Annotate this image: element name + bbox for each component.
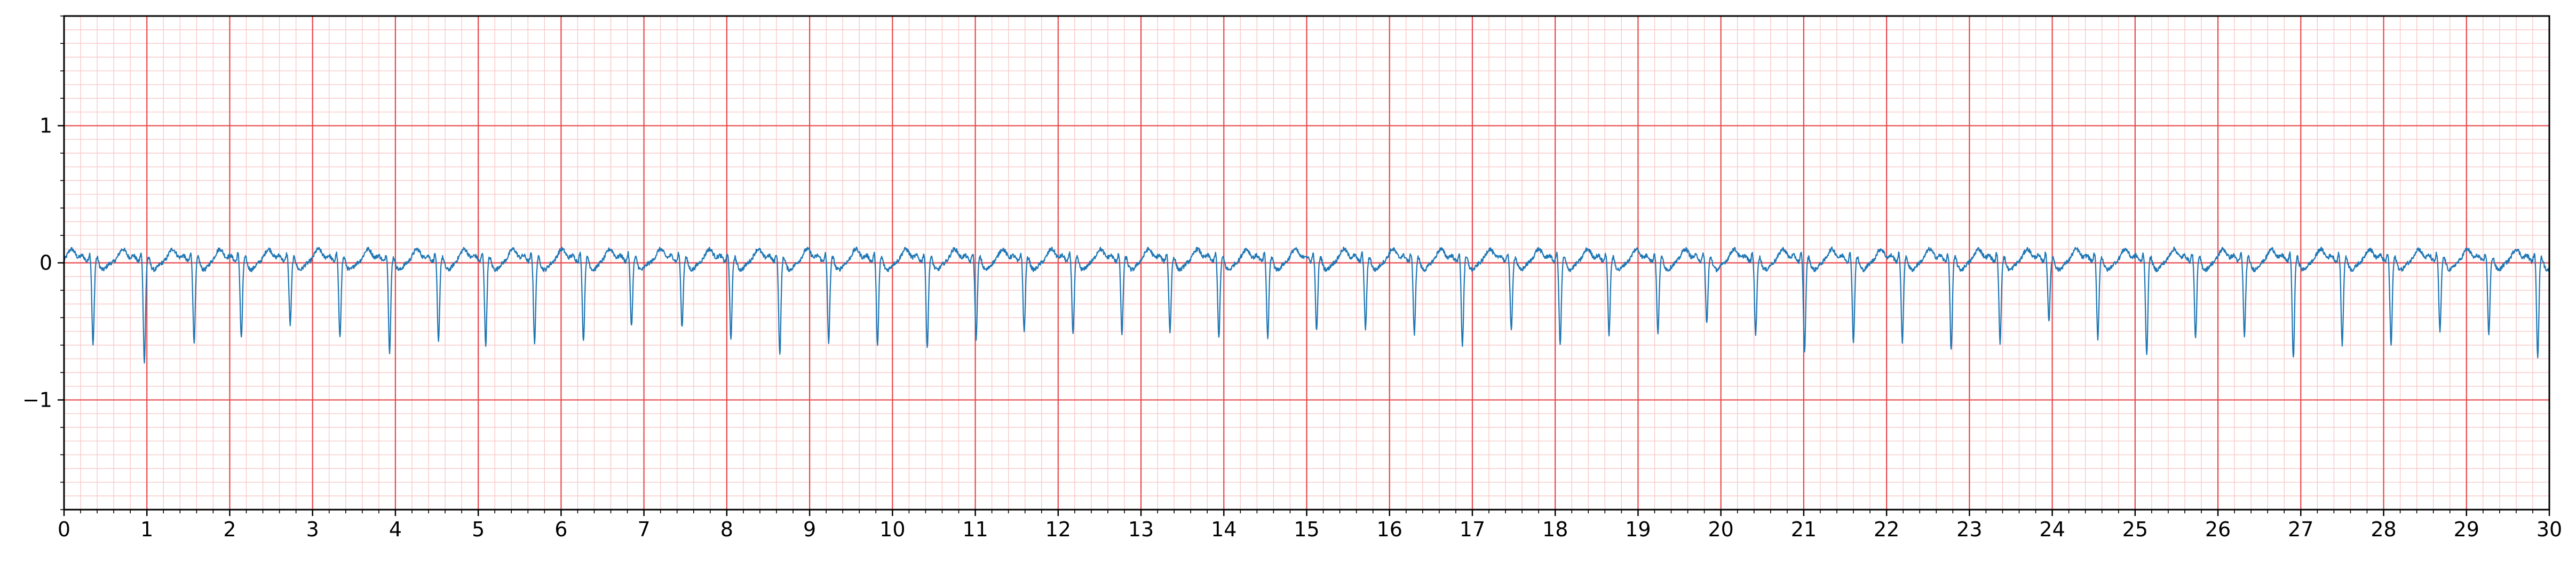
y-tick-label: −1 <box>22 388 52 411</box>
x-tick-label: 18 <box>1542 518 1568 541</box>
x-tick-label: 11 <box>962 518 988 541</box>
x-tick-label: 9 <box>803 518 816 541</box>
x-tick-label: 14 <box>1211 518 1237 541</box>
x-tick-label: 1 <box>140 518 153 541</box>
x-tick-label: 25 <box>2122 518 2148 541</box>
y-tick-label: 1 <box>39 114 52 138</box>
x-axis-ticks: 0 1 2 3 4 5 6 7 8 9 10 11 12 13 14 15 16 17 18 19 20 21 22 23 24… <box>58 510 2562 541</box>
x-tick-label: 5 <box>472 518 485 541</box>
ecg-trace-line <box>63 246 2550 364</box>
x-tick-label: 2 <box>223 518 236 541</box>
x-tick-label: 17 <box>1460 518 1485 541</box>
x-tick-label: 8 <box>720 518 733 541</box>
x-tick-label: 26 <box>2205 518 2231 541</box>
x-tick-label: 16 <box>1377 518 1402 541</box>
x-tick-label: 28 <box>2371 518 2396 541</box>
x-tick-label: 22 <box>1874 518 1899 541</box>
x-tick-label: 27 <box>2288 518 2313 541</box>
x-tick-label: 24 <box>2039 518 2065 541</box>
x-tick-label: 7 <box>638 518 651 541</box>
x-tick-label: 12 <box>1045 518 1071 541</box>
x-tick-label: 15 <box>1294 518 1319 541</box>
x-tick-label: 19 <box>1625 518 1651 541</box>
x-tick-label: 13 <box>1128 518 1154 541</box>
x-tick-label: 23 <box>1956 518 1982 541</box>
x-tick-label: 21 <box>1791 518 1817 541</box>
x-tick-label: 3 <box>306 518 319 541</box>
y-axis-ticks: −1 0 1 <box>22 15 64 510</box>
x-tick-label: 10 <box>879 518 905 541</box>
x-tick-label: 4 <box>389 518 402 541</box>
x-tick-label: 0 <box>58 518 70 541</box>
x-tick-label: 6 <box>554 518 567 541</box>
y-tick-label: 0 <box>39 251 52 275</box>
x-tick-label: 30 <box>2537 518 2562 541</box>
x-tick-label: 20 <box>1708 518 1733 541</box>
x-tick-label: 29 <box>2454 518 2479 541</box>
